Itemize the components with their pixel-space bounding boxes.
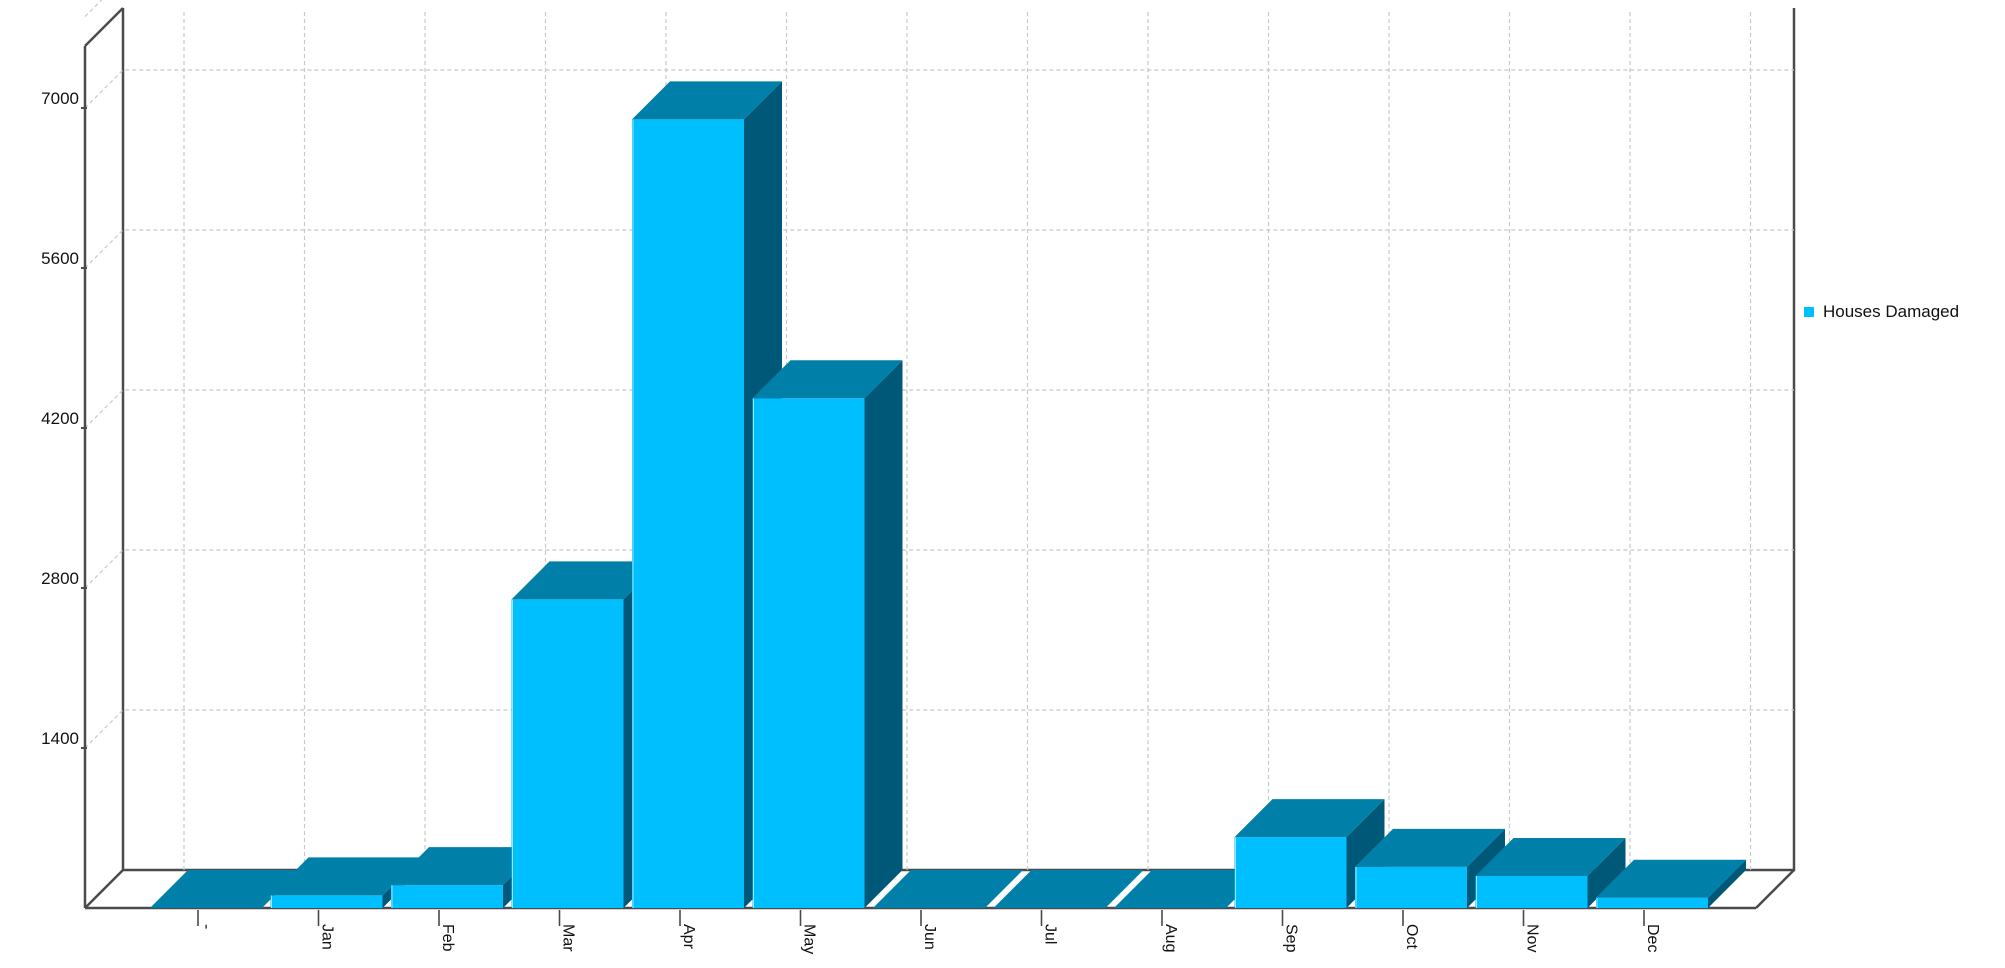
chart-grid <box>84 0 1794 870</box>
bar-top <box>752 360 903 399</box>
bar-series <box>150 81 1746 908</box>
bar <box>150 870 300 908</box>
bar-side <box>864 360 903 908</box>
chart-axes <box>83 46 1756 910</box>
x-tick-label: Apr <box>680 924 697 950</box>
bar-side <box>1708 859 1746 908</box>
gridline-h <box>84 229 1794 269</box>
x-tick-label: Feb <box>439 924 456 952</box>
gridline-h <box>84 0 103 17</box>
y-tick-label: 1400 <box>41 729 79 748</box>
floor-left-edge <box>84 869 124 909</box>
bar-top <box>1114 870 1264 908</box>
gridline-h <box>84 709 1794 749</box>
x-tick-label: - <box>198 924 215 929</box>
bar <box>1114 870 1264 908</box>
bar-top <box>270 857 421 896</box>
bar-front <box>752 398 865 908</box>
x-tick-label: Jul <box>1042 924 1059 944</box>
bar-top <box>1475 838 1626 876</box>
back-wall <box>121 8 1796 872</box>
bar-front <box>1234 837 1347 908</box>
x-tick-label: Sep <box>1283 924 1300 953</box>
gridline-h <box>84 69 1794 109</box>
y-axis-ticks: 1400 2800 4200 5600 7000 <box>41 89 87 749</box>
bar <box>1475 838 1626 908</box>
y-tick-label: 4200 <box>41 409 79 428</box>
x-axis-ticks: - Jan Feb Mar Apr May Jun Jul Aug Sep Oct Nov Dec <box>197 910 1661 954</box>
x-tick-label: Nov <box>1524 924 1541 952</box>
y-tick-label: 2800 <box>41 569 79 588</box>
x-tick-label: Jun <box>921 924 938 950</box>
x-tick-label: Oct <box>1403 924 1420 949</box>
bar-top <box>391 847 541 886</box>
legend: Houses Damaged <box>1804 302 1959 322</box>
bar <box>873 870 1023 908</box>
bar-top <box>993 870 1144 908</box>
bar-front <box>391 885 503 908</box>
bar <box>752 360 903 908</box>
floor-right-edge <box>1755 869 1795 909</box>
bar <box>993 870 1144 908</box>
gridline-h <box>84 549 1794 589</box>
bar-top <box>511 561 662 600</box>
x-tick-label: Mar <box>560 924 577 952</box>
gridline-h <box>84 389 1794 429</box>
bar-front <box>1596 897 1708 908</box>
y-tick-label: 5600 <box>41 249 79 268</box>
bar-top <box>873 870 1023 908</box>
bar-top <box>1234 799 1385 838</box>
x-tick-label: Dec <box>1644 924 1661 952</box>
x-tick-label: May <box>801 924 818 954</box>
bar <box>1596 859 1746 908</box>
y-tick-label: 7000 <box>41 89 79 108</box>
wall-top-edge <box>84 7 124 47</box>
chart-walls <box>84 7 1796 909</box>
bar-top <box>150 870 300 908</box>
x-tick-label: Aug <box>1162 924 1179 952</box>
legend-label: Houses Damaged <box>1823 302 1960 321</box>
bar-front <box>270 895 383 908</box>
x-tick-label: Jan <box>319 924 336 950</box>
bar-front <box>1355 866 1467 908</box>
legend-swatch <box>1804 307 1814 317</box>
bar-front <box>632 119 744 908</box>
bar-side <box>1587 838 1626 908</box>
bar-front <box>511 599 624 908</box>
bar-top <box>632 81 782 120</box>
bar-top <box>1596 859 1746 898</box>
bar-top <box>1355 828 1505 867</box>
bar-front <box>1475 876 1588 908</box>
bar <box>1355 828 1505 908</box>
